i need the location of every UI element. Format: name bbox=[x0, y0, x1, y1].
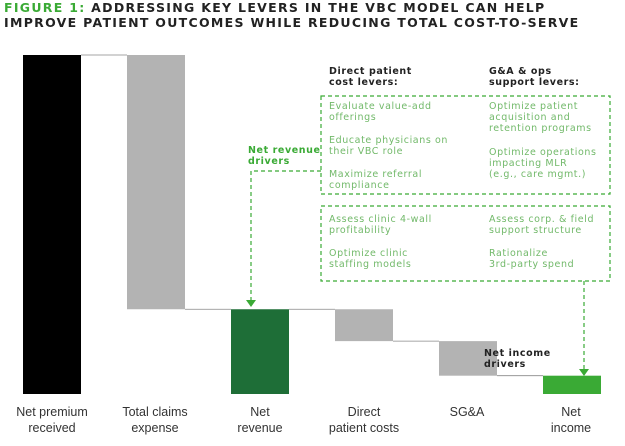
category-label-direct-patient-costs: Direct patient costs bbox=[328, 405, 400, 435]
category-label-total-claims: Total claims expense bbox=[122, 405, 188, 435]
figure-label: FIGURE 1: bbox=[4, 0, 86, 15]
lever-item-educate-physicians: Educate physicians on their VBC role bbox=[329, 135, 449, 157]
lever-item-operations-mlr: Optimize operations impacting MLR (e.g.,… bbox=[489, 147, 597, 180]
bars-group bbox=[23, 55, 601, 394]
net-revenue-arrowhead bbox=[246, 300, 256, 307]
lever-item-patient-acquisition: Optimize patient acquisition and retenti… bbox=[489, 101, 592, 134]
lever-item-clinic-profitability: Assess clinic 4-wall profitability bbox=[329, 214, 432, 236]
figure-title: FIGURE 1: ADDRESSING KEY LEVERS IN THE V… bbox=[4, 0, 624, 30]
net-income-arrowhead bbox=[579, 369, 589, 376]
lever-item-clinic-staffing: Optimize clinic staffing models bbox=[329, 248, 412, 270]
bar-net-revenue bbox=[231, 309, 289, 394]
net-revenue-lever-box bbox=[320, 95, 611, 195]
category-label-net-income: Net income bbox=[550, 405, 592, 435]
category-label-net-premium: Net premium received bbox=[16, 405, 88, 435]
category-label-net-revenue: Net revenue bbox=[237, 405, 283, 435]
lever-item-third-party-spend: Rationalize 3rd-party spend bbox=[489, 248, 575, 270]
lever-item-value-add: Evaluate value-add offerings bbox=[329, 101, 432, 123]
bar-sga bbox=[439, 341, 497, 376]
dashed-lever-lines bbox=[246, 95, 611, 376]
net-revenue-drivers-label: Net revenue drivers bbox=[248, 145, 321, 167]
net-revenue-arrow-line bbox=[250, 170, 321, 301]
figure-title-text: ADDRESSING KEY LEVERS IN THE VBC MODEL C… bbox=[4, 0, 580, 30]
ga-ops-levers-heading: G&A & ops support levers: bbox=[489, 66, 580, 88]
bar-net-premium bbox=[23, 55, 81, 394]
lever-item-referral-compliance: Maximize referral compliance bbox=[329, 169, 423, 191]
lever-item-corp-field-support: Assess corp. & field support structure bbox=[489, 214, 595, 236]
direct-patient-levers-heading: Direct patient cost levers: bbox=[329, 66, 412, 88]
bar-total-claims bbox=[127, 55, 185, 310]
bar-direct-patient-costs bbox=[335, 309, 393, 342]
category-label-sga: SG&A bbox=[449, 405, 485, 419]
bar-net-income bbox=[543, 375, 601, 394]
net-income-drivers-label: Net income drivers bbox=[484, 348, 551, 370]
connectors-group bbox=[81, 54, 543, 377]
